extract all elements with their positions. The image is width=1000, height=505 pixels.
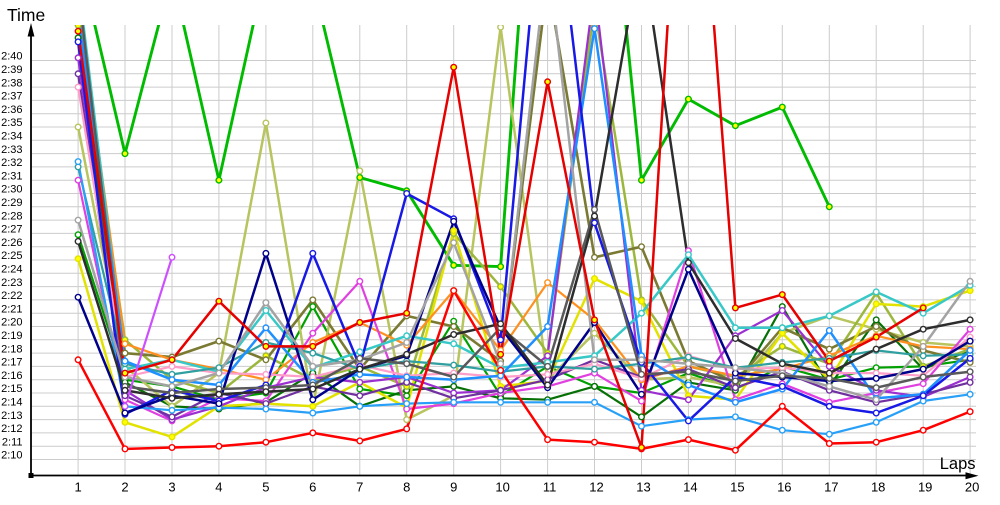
- svg-text:2:28: 2:28: [1, 210, 22, 222]
- svg-text:14: 14: [683, 480, 697, 495]
- svg-text:2:25: 2:25: [1, 250, 22, 262]
- svg-text:2:17: 2:17: [1, 357, 22, 369]
- svg-text:2:33: 2:33: [1, 144, 22, 156]
- svg-text:16: 16: [777, 480, 791, 495]
- svg-text:2:27: 2:27: [1, 224, 22, 236]
- svg-text:4: 4: [215, 480, 222, 495]
- svg-text:2:12: 2:12: [1, 423, 22, 435]
- svg-text:2:26: 2:26: [1, 237, 22, 249]
- svg-text:2:13: 2:13: [1, 410, 22, 422]
- svg-text:2:10: 2:10: [1, 450, 22, 462]
- svg-text:2:23: 2:23: [1, 277, 22, 289]
- svg-text:17: 17: [824, 480, 838, 495]
- svg-text:1: 1: [74, 480, 81, 495]
- svg-text:2:29: 2:29: [1, 197, 22, 209]
- svg-text:18: 18: [871, 480, 885, 495]
- svg-text:2:35: 2:35: [1, 117, 22, 129]
- svg-text:3: 3: [168, 480, 175, 495]
- svg-text:2:30: 2:30: [1, 184, 22, 196]
- svg-text:15: 15: [730, 480, 744, 495]
- svg-text:2:21: 2:21: [1, 303, 22, 315]
- svg-text:13: 13: [636, 480, 650, 495]
- svg-text:Time: Time: [7, 5, 45, 25]
- svg-text:2:37: 2:37: [1, 91, 22, 103]
- svg-text:2:11: 2:11: [2, 436, 23, 448]
- svg-text:2:31: 2:31: [1, 170, 22, 182]
- svg-text:2:39: 2:39: [1, 64, 22, 76]
- svg-text:9: 9: [450, 480, 457, 495]
- svg-text:2:18: 2:18: [1, 343, 22, 355]
- svg-text:11: 11: [543, 480, 557, 495]
- svg-text:Laps: Laps: [940, 455, 976, 473]
- svg-text:19: 19: [918, 480, 932, 495]
- svg-text:10: 10: [495, 480, 509, 495]
- svg-text:2:20: 2:20: [1, 317, 22, 329]
- svg-text:2:14: 2:14: [1, 397, 22, 409]
- svg-text:2:38: 2:38: [1, 77, 22, 89]
- svg-text:2:15: 2:15: [1, 383, 22, 395]
- svg-text:5: 5: [262, 480, 269, 495]
- svg-text:2:22: 2:22: [1, 290, 22, 302]
- svg-text:8: 8: [403, 480, 410, 495]
- svg-text:2: 2: [121, 480, 128, 495]
- svg-text:2:34: 2:34: [1, 131, 22, 143]
- svg-text:2:32: 2:32: [1, 157, 22, 169]
- svg-text:7: 7: [356, 480, 363, 495]
- svg-text:6: 6: [309, 480, 316, 495]
- svg-text:2:40: 2:40: [1, 51, 22, 63]
- svg-text:20: 20: [965, 480, 979, 495]
- svg-text:2:36: 2:36: [1, 104, 22, 116]
- svg-text:2:24: 2:24: [1, 264, 22, 276]
- svg-text:2:19: 2:19: [1, 330, 22, 342]
- svg-text:12: 12: [589, 480, 603, 495]
- svg-text:2:16: 2:16: [1, 370, 22, 382]
